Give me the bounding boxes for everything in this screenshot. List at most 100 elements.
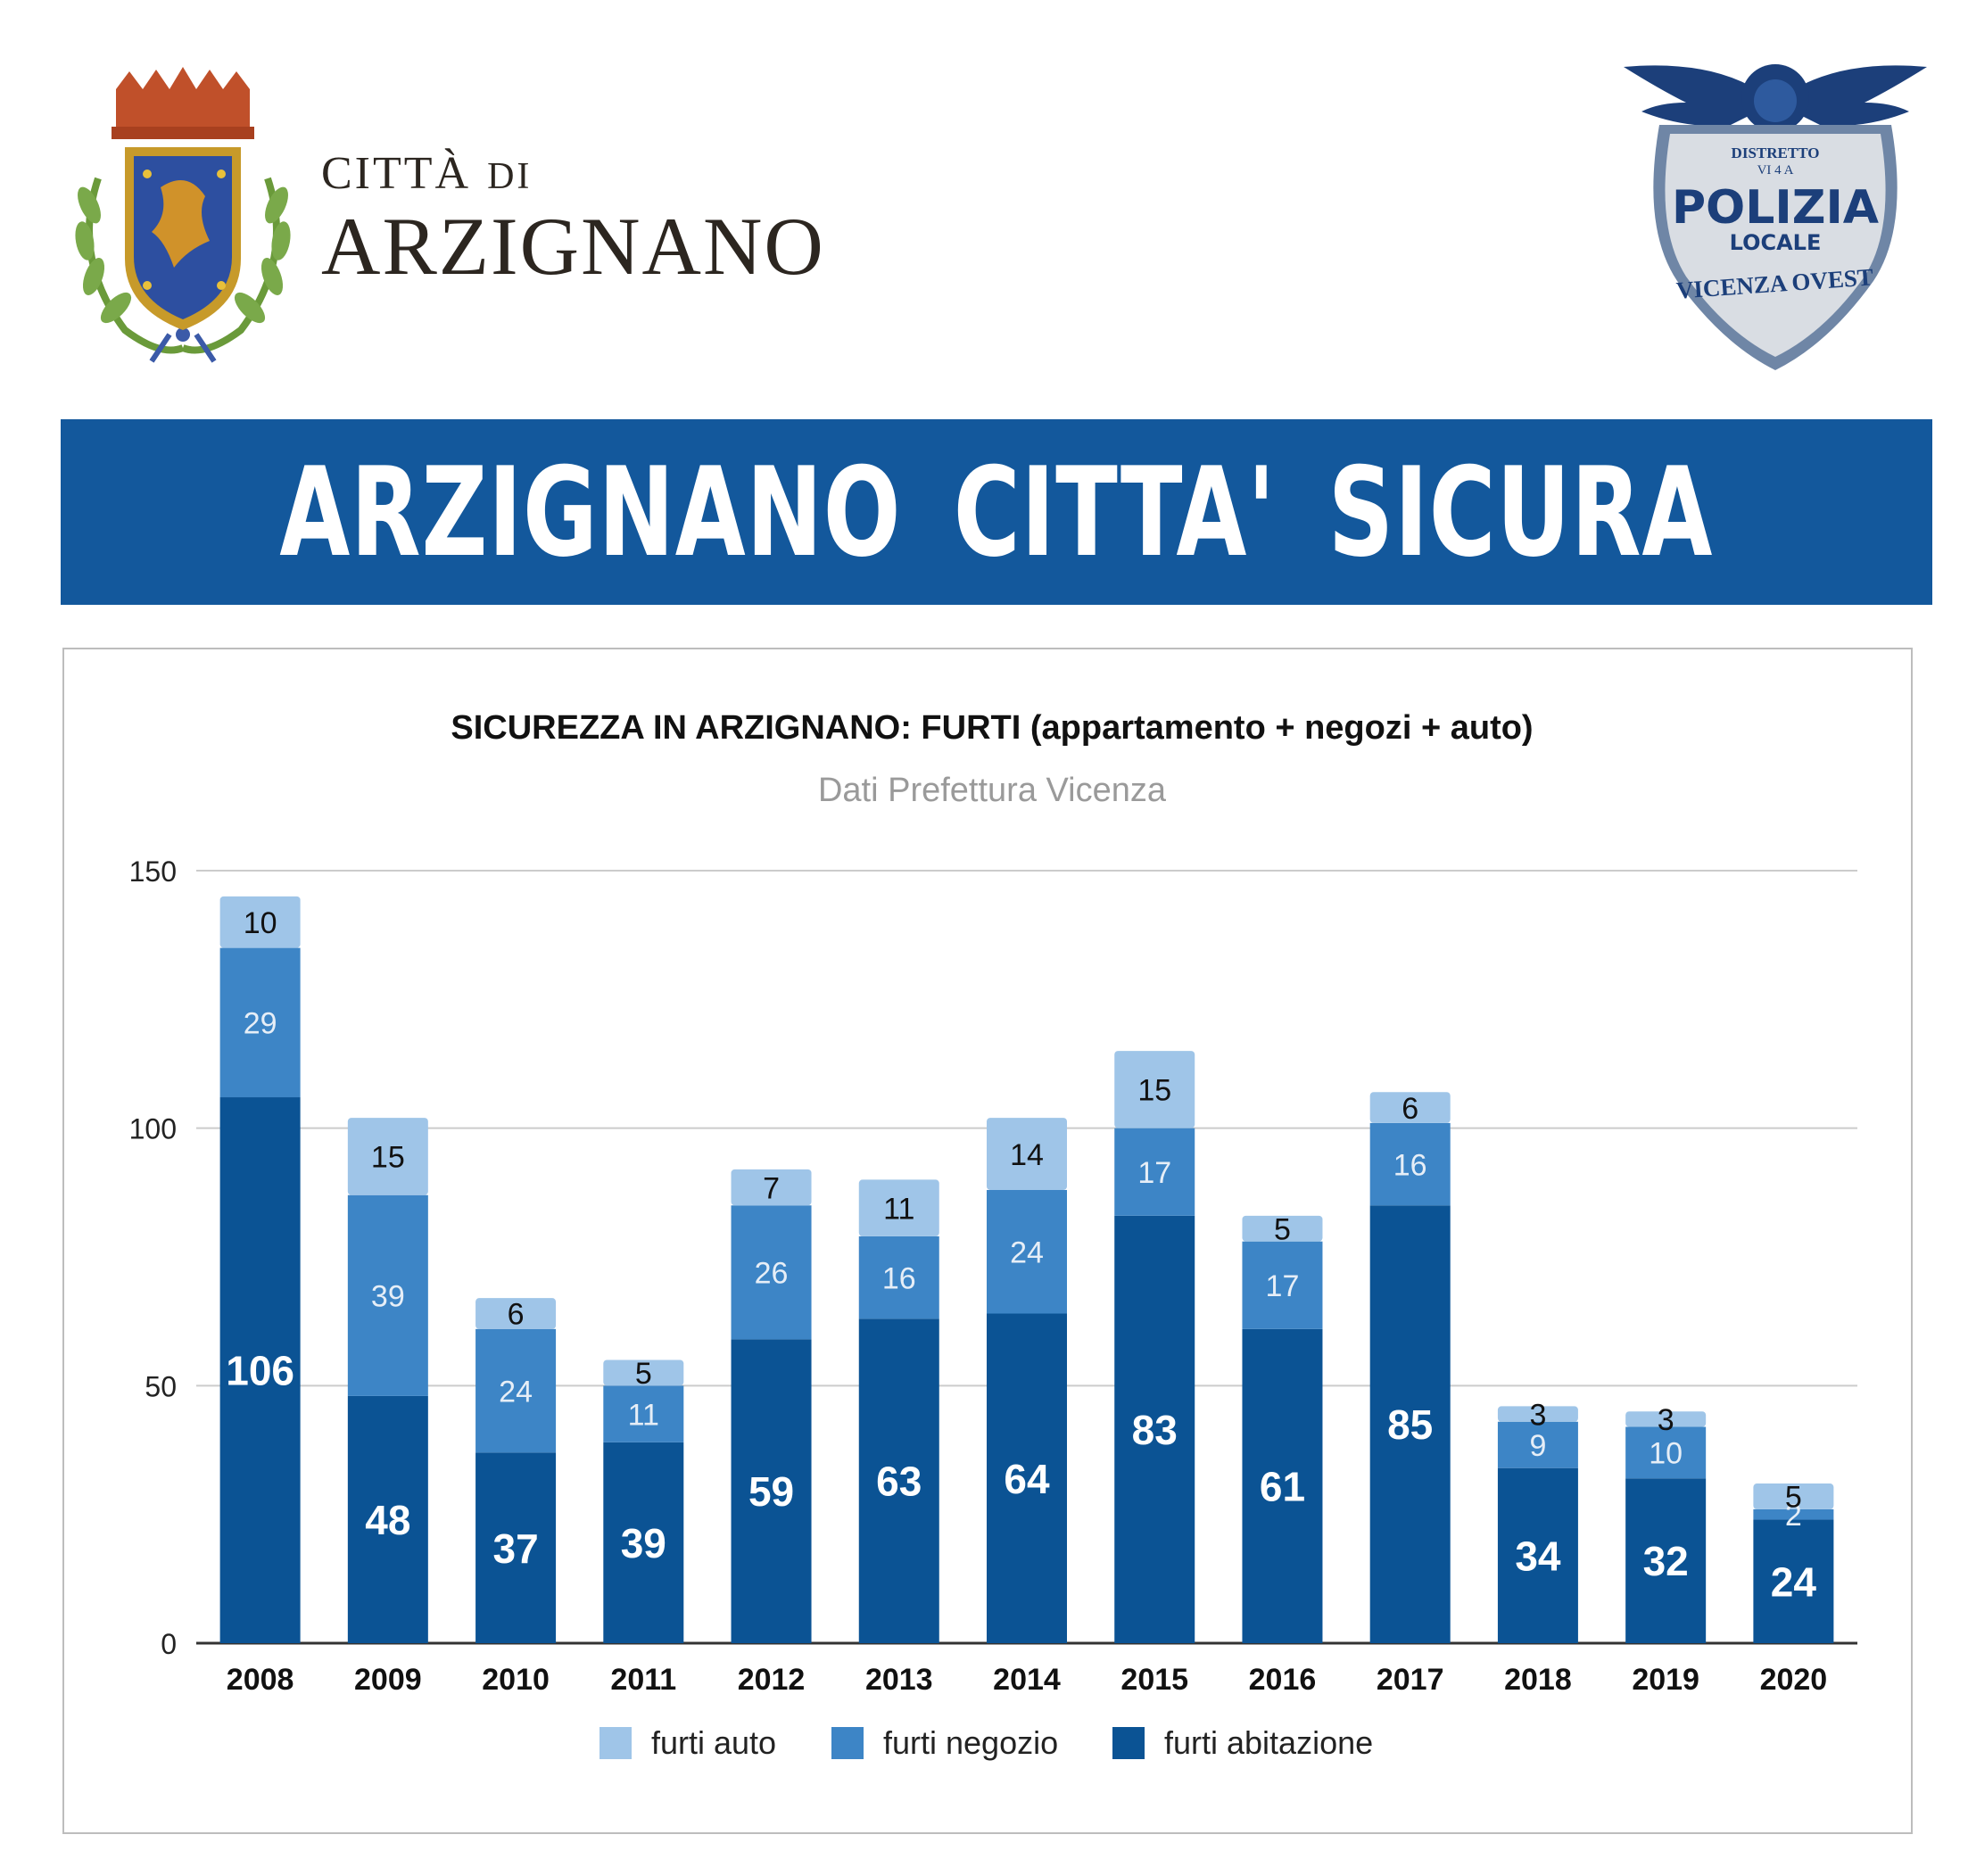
bar-segment-furti-abitazione: [1114, 1215, 1195, 1643]
title-banner: ARZIGNANO CITTA' SICURA: [61, 419, 1932, 605]
stacked-bar-chart: SICUREZZA IN ARZIGNANO: FURTI (appartame…: [129, 709, 1857, 1761]
bar-segment-furti-abitazione: [1625, 1478, 1707, 1643]
bar-segment-furti-abitazione: [1497, 1467, 1578, 1643]
data-label: 32: [1643, 1538, 1689, 1584]
data-label: 17: [1266, 1269, 1300, 1303]
data-label: 5: [635, 1357, 652, 1391]
city-coat-of-arms-logo: [75, 67, 291, 363]
legend-swatch: [1112, 1727, 1145, 1759]
bar-segment-furti-negozio: [1114, 1128, 1195, 1216]
bar-segment-furti-auto: [1625, 1411, 1707, 1427]
bar-segment-furti-abitazione: [475, 1452, 557, 1643]
data-label: 9: [1529, 1429, 1546, 1463]
data-label: 63: [876, 1459, 922, 1505]
bar-segment-furti-auto: [987, 1118, 1067, 1190]
city-prefix: CITTÀ: [321, 148, 472, 199]
bar-segment-furti-negozio: [475, 1328, 557, 1453]
data-label: 15: [371, 1141, 405, 1175]
data-label: 34: [1515, 1533, 1561, 1579]
data-label: 39: [371, 1280, 405, 1314]
badge-line2: VI 4 A: [1757, 163, 1794, 178]
bar-segment-furti-negozio: [1242, 1241, 1323, 1329]
bar-segment-furti-auto: [731, 1169, 812, 1206]
bar-segment-furti-abitazione: [858, 1318, 939, 1643]
bar-segment-furti-auto: [1753, 1483, 1834, 1509]
x-tick-label: 2012: [738, 1663, 806, 1697]
x-tick-label: 2010: [482, 1663, 550, 1697]
data-label: 5: [1785, 1481, 1802, 1515]
data-label: 16: [1393, 1148, 1427, 1182]
data-label: 11: [628, 1398, 659, 1432]
data-label: 14: [1010, 1138, 1044, 1172]
chart-frame: SICUREZZA IN ARZIGNANO: FURTI (appartame…: [62, 648, 1913, 1834]
data-label: 24: [499, 1375, 533, 1409]
bar-segment-furti-abitazione: [987, 1313, 1067, 1643]
bar-segment-furti-auto: [1114, 1051, 1195, 1128]
badge-line3: POLIZIA: [1672, 181, 1879, 235]
header: CITTÀ DI ARZIGNANO DISTRETTO VI 4 A POLIZ…: [0, 0, 1968, 410]
x-tick-label: 2019: [1632, 1663, 1699, 1697]
bar-segment-furti-negozio: [1369, 1122, 1451, 1206]
bar-segment-furti-abitazione: [603, 1442, 684, 1643]
badge-line4: LOCALE: [1730, 230, 1822, 255]
data-label: 3: [1658, 1403, 1674, 1437]
data-label: 15: [1137, 1074, 1171, 1108]
legend-label: furti negozio: [883, 1724, 1058, 1761]
city-di: DI: [487, 156, 533, 197]
x-tick-label: 2017: [1377, 1663, 1444, 1697]
data-label: 106: [226, 1348, 294, 1394]
chart-title: SICUREZZA IN ARZIGNANO: FURTI (appartame…: [451, 709, 1533, 747]
polizia-locale-badge-logo: DISTRETTO VI 4 A POLIZIA LOCALE VICENZA …: [1624, 64, 1927, 370]
data-label: 61: [1260, 1463, 1305, 1509]
data-label: 24: [1771, 1558, 1817, 1605]
data-label: 85: [1387, 1401, 1433, 1448]
x-tick-label: 2008: [227, 1663, 294, 1697]
data-label: 17: [1137, 1156, 1171, 1190]
city-name: ARZIGNANO: [321, 201, 825, 292]
x-tick-label: 2015: [1120, 1663, 1188, 1697]
data-label: 16: [882, 1261, 916, 1295]
legend-swatch: [599, 1727, 632, 1759]
legend-label: furti auto: [651, 1724, 776, 1761]
bar-segment-furti-abitazione: [1242, 1328, 1323, 1643]
bar-segment-furti-negozio: [858, 1236, 939, 1319]
data-label: 26: [755, 1257, 789, 1291]
y-tick-label: 0: [161, 1628, 177, 1660]
legend-swatch: [831, 1727, 864, 1759]
x-tick-label: 2011: [610, 1663, 676, 1697]
x-tick-label: 2016: [1249, 1663, 1317, 1697]
bar-segment-furti-abitazione: [731, 1339, 812, 1643]
data-label: 64: [1004, 1456, 1050, 1502]
badge-line1: DISTRETTO: [1732, 145, 1820, 161]
bar-segment-furti-negozio: [731, 1205, 812, 1340]
data-label: 83: [1132, 1407, 1178, 1453]
bar-segment-furti-negozio: [1497, 1421, 1578, 1468]
data-label: 7: [763, 1171, 780, 1205]
data-label: 29: [244, 1007, 277, 1041]
banner-title: ARZIGNANO CITTA' SICURA: [279, 440, 1714, 584]
x-tick-label: 2013: [865, 1663, 933, 1697]
chart-subtitle: Dati Prefettura Vicenza: [818, 772, 1167, 809]
bar-segment-furti-auto: [347, 1118, 428, 1195]
bar-segment-furti-negozio: [987, 1189, 1067, 1314]
data-label: 10: [1649, 1437, 1683, 1471]
bar-segment-furti-abitazione: [1753, 1519, 1834, 1643]
bar-segment-furti-auto: [1497, 1406, 1578, 1422]
bar-segment-furti-negozio: [219, 947, 301, 1098]
data-label: 6: [508, 1298, 525, 1332]
bar-segment-furti-auto: [219, 896, 301, 948]
bar-segment-furti-abitazione: [1369, 1205, 1451, 1643]
y-tick-label: 100: [129, 1113, 177, 1145]
x-tick-label: 2018: [1504, 1663, 1572, 1697]
bar-segment-furti-negozio: [1753, 1508, 1834, 1520]
data-label: 48: [365, 1497, 410, 1543]
data-label: 37: [492, 1525, 538, 1572]
bar-segment-furti-auto: [1369, 1092, 1451, 1123]
bar-segment-furti-abitazione: [219, 1097, 301, 1643]
x-tick-label: 2020: [1760, 1663, 1828, 1697]
data-label: 2: [1785, 1499, 1802, 1533]
bar-segment-furti-auto: [475, 1298, 557, 1329]
y-tick-label: 50: [145, 1370, 177, 1402]
bar-segment-furti-auto: [603, 1359, 684, 1386]
data-label: 59: [748, 1468, 794, 1515]
